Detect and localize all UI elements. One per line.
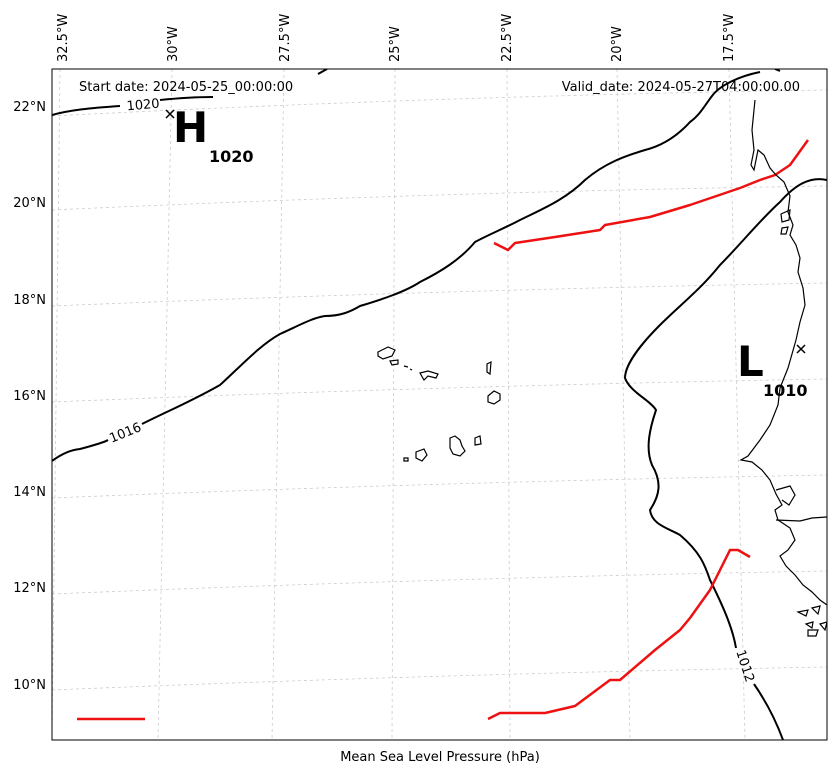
isobar-1016 [52,69,781,462]
land-outlines [377,99,827,637]
guinea-bissau-islands [796,605,827,637]
longitude-tick-labels: 32.5°W 30°W 27.5°W 25°W 22.5°W 20°W 17.5… [56,14,737,62]
lat-tick-12n: 12°N [13,581,46,596]
island-maio [474,435,482,446]
lat-tick-10n: 10°N [13,678,46,693]
lat-tick-20n: 20°N [13,196,46,211]
isobar-1020-east [317,69,328,75]
valid-date-label: Valid_date: 2024-05-27T04:00:00.00 [562,80,800,95]
high-pressure-letter: H [173,103,208,152]
high-center-cross-icon [165,109,175,119]
island-fogo [415,448,428,462]
map-caption: Mean Sea Level Pressure (hPa) [340,750,540,765]
lon-tick-27-5w: 27.5°W [278,14,293,62]
lon-tick-22-5w: 22.5°W [500,14,515,62]
lon-tick-32-5w: 32.5°W [56,14,71,62]
island-sao-vicente [389,359,399,366]
pressure-centres [165,109,806,354]
isobar-label-1016: 1016 [107,420,143,446]
island-sao-nicolau [419,370,439,381]
graticule [52,69,827,740]
island-brava [403,457,409,462]
lat-tick-16n: 16°N [13,389,46,404]
isobar-label-1012: 1012 [732,648,756,684]
island-sal [486,360,492,376]
lon-tick-17-5w: 17.5°W [722,14,737,62]
island-santo-antao [377,346,396,360]
coastal-islet-north [780,209,791,235]
lon-tick-30w: 30°W [166,26,181,62]
lat-tick-22n: 22°N [13,100,46,115]
isobar-label-1020: 1020 [126,97,160,115]
low-center-cross-icon [796,344,806,354]
island-santiago [449,435,466,457]
low-pressure-letter: L [737,337,764,386]
fronts [487,139,810,721]
lon-tick-20w: 20°W [610,26,625,62]
map-frame [51,68,828,741]
isobar-1012 [623,178,827,740]
latitude-tick-labels: 22°N 20°N 18°N 16°N 14°N 12°N 10°N [13,100,46,693]
lat-tick-18n: 18°N [13,293,46,308]
start-date-label: Start date: 2024-05-25_00:00:00 [79,80,293,95]
front-north [493,139,810,252]
isobar-labels: 1020 1016 1012 [107,97,756,685]
isobars [52,69,827,740]
island-boa-vista [487,390,501,405]
lon-tick-25w: 25°W [388,26,403,62]
low-pressure-value: 1010 [763,381,808,400]
lat-tick-14n: 14°N [13,485,46,500]
high-pressure-value: 1020 [209,147,254,166]
africa-coast [739,99,827,606]
island-santa-luzia [403,365,413,371]
isobar-1020-west [52,96,214,116]
senegal-estuary [775,485,827,522]
front-south [487,548,751,721]
